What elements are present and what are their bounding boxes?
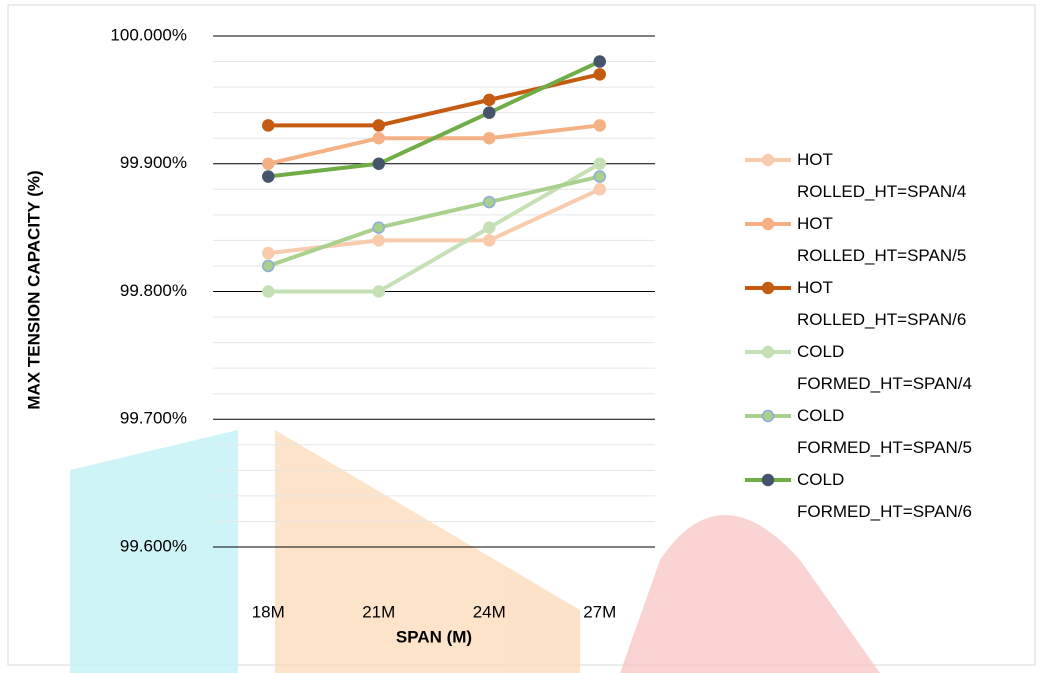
legend-entry: COLD FORMED_HT=SPAN/4 [745,336,972,400]
legend-key [745,345,791,359]
marker [372,157,385,170]
legend-key [745,153,791,167]
y-tick-label: 99.900% [120,153,187,172]
marker [262,119,275,132]
marker [483,195,496,209]
y-tick-label: 100.000% [110,25,187,44]
y-tick-label: 99.700% [120,409,187,428]
y-axis-title: MAX TENSION CAPACITY (%) [24,170,43,409]
legend-marker [761,345,775,359]
legend-key [745,281,791,295]
x-tick-label: 21M [362,602,395,621]
legend: HOT ROLLED_HT=SPAN/4 HOT ROLLED_HT=SPAN/5… [745,144,972,528]
y-tick-label: 99.600% [120,536,187,555]
marker [372,131,385,145]
marker [372,221,385,234]
marker [262,259,275,273]
legend-label: HOT ROLLED_HT=SPAN/4 [797,150,967,201]
plot-area: 99.600% 99.700% 99.800% 99.900% 100.000% 18M 2… [110,25,655,621]
legend-entry: COLD FORMED_HT=SPAN/5 [745,400,972,464]
x-axis-title: SPAN (M) [396,627,472,646]
marker [262,246,275,260]
legend-marker [761,281,775,295]
marker [593,183,606,196]
marker [372,234,385,247]
legend-label: HOT ROLLED_HT=SPAN/6 [797,278,967,329]
legend-marker [761,409,775,423]
marker [593,68,606,81]
legend-entry: COLD FORMED_HT=SPAN/6 [745,464,972,528]
legend-label: HOT ROLLED_HT=SPAN/5 [797,214,967,265]
legend-key [745,409,791,423]
marker [483,221,496,234]
legend-label: COLD FORMED_HT=SPAN/6 [797,470,972,521]
legend-key [745,473,791,487]
marker [483,106,496,119]
marker [483,93,496,107]
y-tick-label: 99.800% [120,281,187,300]
legend-marker [761,153,775,167]
legend-label: COLD FORMED_HT=SPAN/4 [797,342,972,393]
series-line [267,174,601,268]
marker [372,119,385,132]
series-line [268,162,601,294]
legend-key [745,217,791,231]
legend-marker [761,217,775,231]
legend-marker [761,473,775,487]
marker [593,157,606,170]
series-line [268,59,601,179]
marker [483,131,496,145]
marker [262,170,275,183]
marker [262,285,275,298]
marker [262,157,275,170]
marker [593,170,606,183]
legend-entry: HOT ROLLED_HT=SPAN/4 [745,144,972,208]
x-tick-label: 24M [473,602,506,621]
x-tick-label: 18M [252,602,285,621]
x-tick-label: 27M [583,602,616,621]
marker [483,234,496,247]
watermark [70,430,880,673]
marker [593,119,606,132]
legend-entry: HOT ROLLED_HT=SPAN/6 [745,272,972,336]
marker [593,55,606,68]
legend-label: COLD FORMED_HT=SPAN/5 [797,406,972,457]
marker [372,285,385,298]
legend-entry: HOT ROLLED_HT=SPAN/5 [745,208,972,272]
